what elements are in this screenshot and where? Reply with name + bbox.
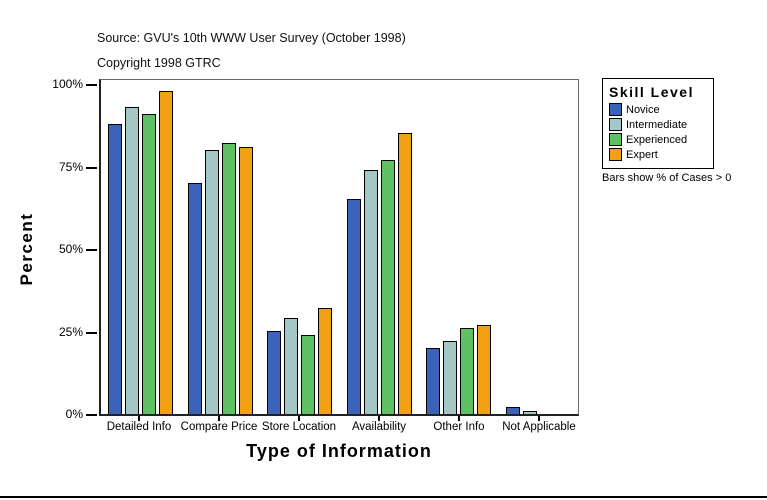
legend-item-intermediate: Intermediate — [609, 118, 707, 131]
copyright-caption: Copyright 1998 GTRC — [97, 56, 221, 70]
y-tick-label: 50% — [58, 242, 83, 256]
bar-expert — [397, 133, 412, 414]
x-tick-mark — [218, 416, 220, 421]
legend-swatch-icon — [609, 118, 622, 131]
legend: Skill Level Novice Intermediate Experience… — [602, 78, 714, 169]
x-category-label: Other Info — [433, 421, 485, 433]
bar-groups — [101, 80, 578, 414]
x-axis-title: Type of Information — [246, 441, 432, 461]
x-tick-mark — [538, 416, 540, 421]
bottom-border — [0, 496, 767, 498]
bar-novice — [267, 331, 282, 414]
bar-expert — [318, 308, 333, 414]
bar-experienced — [142, 114, 157, 414]
bar-group-3 — [340, 80, 420, 414]
bar-intermediate — [284, 318, 299, 414]
bar-group-4 — [419, 80, 499, 414]
bar-novice — [505, 407, 520, 414]
y-tick-mark — [86, 167, 97, 169]
legend-note: Bars show % of Cases > 0 — [602, 172, 732, 184]
legend-swatch-icon — [609, 148, 622, 161]
bar-expert — [238, 147, 253, 414]
x-category-label: Not Applicable — [502, 421, 576, 433]
bar-novice — [346, 199, 361, 414]
legend-item-novice: Novice — [609, 103, 707, 116]
source-caption: Source: GVU's 10th WWW User Survey (Octo… — [97, 31, 406, 45]
bar-experienced — [221, 143, 236, 414]
legend-item-label: Experienced — [626, 133, 688, 146]
bar-experienced — [301, 335, 316, 414]
x-tick-mark — [378, 416, 380, 421]
bar-group-5 — [499, 80, 579, 414]
y-tick-mark — [86, 249, 97, 251]
bar-novice — [187, 183, 202, 414]
y-tick-mark — [86, 332, 97, 334]
legend-item-expert: Expert — [609, 148, 707, 161]
bar-intermediate — [443, 341, 458, 414]
x-tick-mark — [138, 416, 140, 421]
legend-item-label: Novice — [626, 103, 660, 116]
bar-group-0 — [101, 80, 181, 414]
x-axis-category-labels: Detailed Info Compare Price Store Location… — [99, 421, 579, 433]
bar-group-1 — [181, 80, 261, 414]
x-tick-mark — [458, 416, 460, 421]
y-tick-label: 0% — [65, 407, 83, 421]
plot-area — [99, 79, 579, 416]
y-tick-label: 100% — [52, 77, 83, 91]
x-tick-mark — [298, 416, 300, 421]
bar-group-2 — [260, 80, 340, 414]
x-category-label: Availability — [351, 421, 407, 433]
legend-swatch-icon — [609, 133, 622, 146]
bar-expert — [477, 325, 492, 414]
legend-item-label: Expert — [626, 148, 658, 161]
bar-experienced — [380, 160, 395, 414]
y-tick-mark — [86, 84, 97, 86]
y-tick-label: 75% — [58, 160, 83, 174]
legend-swatch-icon — [609, 103, 622, 116]
bar-experienced — [460, 328, 475, 414]
legend-item-label: Intermediate — [626, 118, 688, 131]
x-category-label: Store Location — [261, 421, 337, 433]
bar-intermediate — [204, 150, 219, 414]
y-tick-mark — [86, 414, 97, 416]
bar-novice — [426, 348, 441, 414]
bar-intermediate — [125, 107, 140, 414]
legend-title: Skill Level — [609, 84, 694, 100]
legend-item-experienced: Experienced — [609, 133, 707, 146]
legend-items: Novice Intermediate Experienced Expert — [609, 103, 707, 161]
x-category-label: Compare Price — [180, 421, 258, 433]
y-tick-label: 25% — [58, 325, 83, 339]
x-category-label: Detailed Info — [106, 421, 172, 433]
bar-novice — [108, 124, 123, 414]
bar-expert — [159, 91, 174, 414]
bar-intermediate — [363, 170, 378, 414]
bar-intermediate — [522, 411, 537, 414]
